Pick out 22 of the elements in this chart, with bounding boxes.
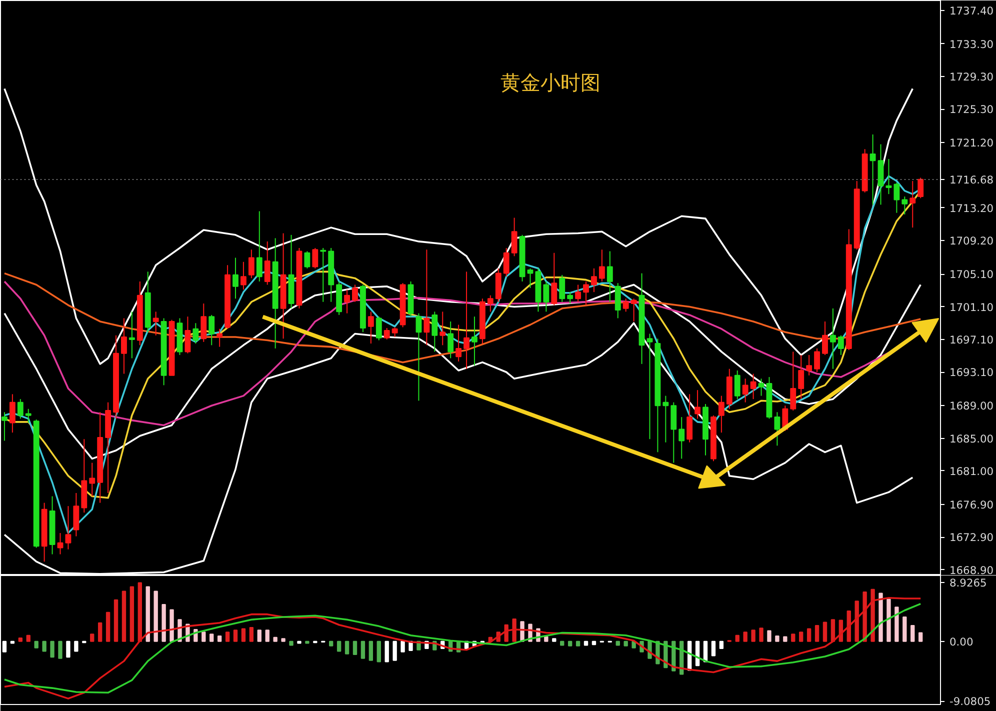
y-tick-label: 1733.30 [950,38,994,51]
y-tick-label: 1693.10 [950,366,994,380]
y-tick-label: 1701.10 [950,300,994,314]
y-tick-label: 1668.90 [950,564,994,577]
text: 黄金小时图 [500,70,600,95]
y-tick-label: 1725.30 [950,103,994,116]
y-tick-label: 1705.10 [950,268,994,282]
y-tick-label: 1672.90 [950,531,994,544]
ref-line-label: 1716.68 [950,174,994,187]
y-tick-label: 1676.90 [950,498,994,512]
y-tick-label: 1721.20 [950,136,994,150]
y-tick-label: 1689.00 [950,400,994,413]
y-tick-label: 1681.00 [950,464,994,478]
y-tick-label: 1709.20 [950,234,994,248]
y-tick-label: 1729.30 [950,70,994,84]
y-tick-label: 1697.10 [950,333,994,346]
y-tick-label: 8.9265 [950,576,987,590]
y-tick-label: -9.0805 [950,695,991,708]
y-tick-label: 1685.00 [950,432,994,446]
y-tick-label: 0.00 [950,635,974,648]
y-tick-label: 1713.20 [950,202,994,215]
y-tick-label: 1737.40 [950,4,994,18]
